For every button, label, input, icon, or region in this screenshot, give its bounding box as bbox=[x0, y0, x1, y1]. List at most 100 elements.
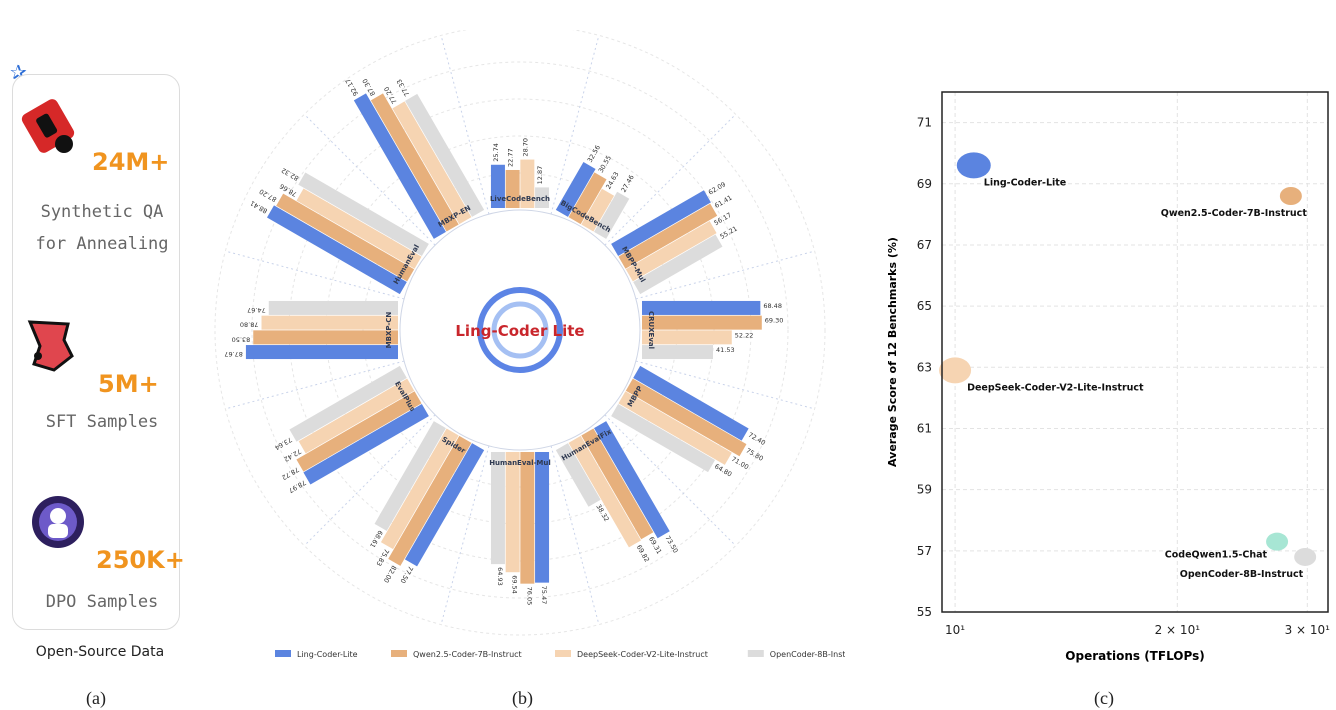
panel-label-a: (a) bbox=[86, 688, 106, 708]
bar-ling-coder-lite bbox=[245, 345, 399, 360]
bar-ling-coder-lite bbox=[642, 300, 761, 315]
bar-ling-coder-lite bbox=[633, 365, 749, 441]
center-logo: Ling-Coder Lite bbox=[455, 287, 585, 373]
bar-deepseek-coder-v2-lite-instruct bbox=[520, 159, 535, 208]
bar-group: 78.80 bbox=[240, 315, 398, 330]
x-tick-label: 3 × 10¹ bbox=[1285, 623, 1331, 637]
bar-value-label: 69.82 bbox=[635, 543, 651, 563]
bar-value-label: 68.48 bbox=[763, 302, 782, 310]
center-title: Ling-Coder Lite bbox=[455, 322, 584, 340]
grid-ring bbox=[251, 61, 789, 599]
bar-value-label: 25.74 bbox=[492, 143, 500, 162]
open-source-data-panel: ✰ 24M+ Synthetic QA for Annealing 5M+ SF… bbox=[0, 0, 200, 710]
bar-group: 74.67 bbox=[247, 300, 399, 315]
stat-value-synthetic-qa: 24M+ bbox=[92, 148, 170, 176]
bar-opencoder-8b-instruct bbox=[535, 187, 550, 208]
bar-ling-coder-lite bbox=[353, 93, 446, 239]
panel-a-caption: Open-Source Data bbox=[35, 644, 165, 660]
category-label: CRUXEval bbox=[647, 311, 655, 349]
grid-spoke bbox=[225, 360, 405, 410]
bar-deepseek-coder-v2-lite-instruct bbox=[625, 220, 717, 282]
y-tick-label: 65 bbox=[917, 299, 932, 313]
bar-group: 12.87 bbox=[535, 166, 550, 208]
bar-opencoder-8b-instruct bbox=[633, 234, 723, 295]
bar-value-label: 78.80 bbox=[240, 321, 259, 329]
red-blob-icon bbox=[27, 320, 74, 372]
bar-ling-coder-lite bbox=[266, 205, 407, 295]
bar-group: 64.93 bbox=[490, 452, 505, 586]
bar-value-label: 64.93 bbox=[496, 567, 504, 586]
bar-value-label: 69.30 bbox=[765, 317, 784, 325]
plot-frame bbox=[941, 91, 1329, 613]
bar-group: 41.53 bbox=[642, 345, 735, 360]
bar-group: 83.50 bbox=[232, 330, 398, 345]
bar-opencoder-8b-instruct bbox=[642, 345, 713, 360]
legend-swatch bbox=[555, 650, 571, 657]
bar-qwen2-5-coder-7b-instruct bbox=[520, 452, 535, 584]
bar-opencoder-8b-instruct bbox=[594, 191, 630, 239]
grid-spoke bbox=[440, 35, 490, 215]
grid-spoke bbox=[604, 414, 737, 547]
bar-value-label: 62.09 bbox=[707, 180, 727, 196]
bar-ling-coder-lite bbox=[594, 421, 670, 539]
y-tick-label: 67 bbox=[917, 238, 932, 252]
bar-value-label: 87.67 bbox=[224, 350, 243, 358]
point-label: Qwen2.5-Coder-7B-Instruct bbox=[1161, 208, 1308, 219]
bar-deepseek-coder-v2-lite-instruct bbox=[505, 452, 520, 573]
bar-qwen2-5-coder-7b-instruct bbox=[618, 203, 718, 269]
panel-label-c: (c) bbox=[1094, 688, 1114, 708]
scatter-point bbox=[939, 357, 972, 384]
bar-value-label: 82.00 bbox=[382, 564, 398, 584]
y-tick-label: 61 bbox=[917, 421, 932, 435]
bar-group: 22.77 bbox=[505, 148, 520, 208]
scatter-axes: 55 57 59 61 63 65 67 69 71 10¹ 2 × 10¹ 3 × 10¹ Opera… bbox=[886, 91, 1331, 663]
y-tick-label: 59 bbox=[917, 483, 932, 497]
bar-opencoder-8b-instruct bbox=[611, 404, 716, 473]
scatter-point bbox=[956, 152, 991, 179]
bar-group: 52.22 bbox=[642, 330, 753, 345]
bar-group: 87.67 bbox=[224, 345, 399, 360]
bar-deepseek-coder-v2-lite-instruct bbox=[392, 101, 472, 225]
point-label: DeepSeek-Coder-V2-Lite-Instruct bbox=[967, 382, 1144, 393]
x-tick-label: 10¹ bbox=[945, 623, 965, 637]
red-puzzle-icon bbox=[21, 99, 75, 153]
bar-ling-coder-lite bbox=[611, 190, 711, 256]
bar-deepseek-coder-v2-lite-instruct bbox=[618, 391, 732, 465]
bar-value-label: 76.05 bbox=[525, 587, 533, 606]
bar-opencoder-8b-instruct bbox=[555, 443, 601, 507]
bar-deepseek-coder-v2-lite-instruct bbox=[261, 315, 398, 330]
bar-deepseek-coder-v2-lite-instruct bbox=[568, 435, 642, 548]
stat-desc-synthetic-qa: Synthetic QA for Annealing bbox=[22, 196, 182, 260]
bar-value-label: 55.21 bbox=[719, 225, 739, 241]
bar-deepseek-coder-v2-lite-instruct bbox=[380, 428, 459, 550]
y-tick-label: 57 bbox=[917, 544, 932, 558]
bar-qwen2-5-coder-7b-instruct bbox=[276, 193, 415, 282]
bar-value-label: 61.41 bbox=[713, 194, 733, 210]
bar-ling-coder-lite bbox=[404, 443, 485, 567]
bar-group: 28.70 bbox=[520, 138, 535, 208]
category-label: LiveCodeBench bbox=[490, 195, 550, 203]
bar-value-label: 83.50 bbox=[232, 335, 251, 343]
legend: Ling-Coder-Lite Qwen2.5-Coder-7B-Instruct… bbox=[275, 650, 845, 659]
bar-deepseek-coder-v2-lite-instruct bbox=[581, 188, 615, 232]
legend-label: DeepSeek-Coder-V2-Lite-Instruct bbox=[577, 650, 708, 659]
bar-qwen2-5-coder-7b-instruct bbox=[253, 330, 398, 345]
bar-opencoder-8b-instruct bbox=[490, 452, 505, 565]
bar-ling-coder-lite bbox=[490, 164, 505, 208]
grid-spoke bbox=[440, 445, 490, 625]
scatter-point bbox=[1266, 532, 1289, 551]
legend-swatch bbox=[391, 650, 407, 657]
bar-value-label: 82.32 bbox=[280, 166, 300, 182]
stat-desc-line-1: Synthetic QA bbox=[40, 202, 164, 222]
bar-value-label: 69.54 bbox=[511, 575, 519, 594]
bar-value-label: 77.33 bbox=[395, 78, 411, 98]
category-label: MBXP-CN bbox=[385, 312, 393, 349]
bar-value-label: 87.30 bbox=[361, 77, 377, 97]
bar-value-label: 73.50 bbox=[663, 534, 679, 554]
bar-value-label: 69.31 bbox=[647, 535, 663, 555]
bar-group: 69.30 bbox=[642, 315, 784, 330]
bars-group: 25.74 22.77 28.70 12.87 32.5630.5524.6327.46… bbox=[224, 77, 784, 606]
bar-value-label: 75.80 bbox=[745, 447, 765, 463]
point-label: CodeQwen1.5-Chat bbox=[1165, 550, 1268, 561]
grid-spoke bbox=[550, 445, 600, 625]
